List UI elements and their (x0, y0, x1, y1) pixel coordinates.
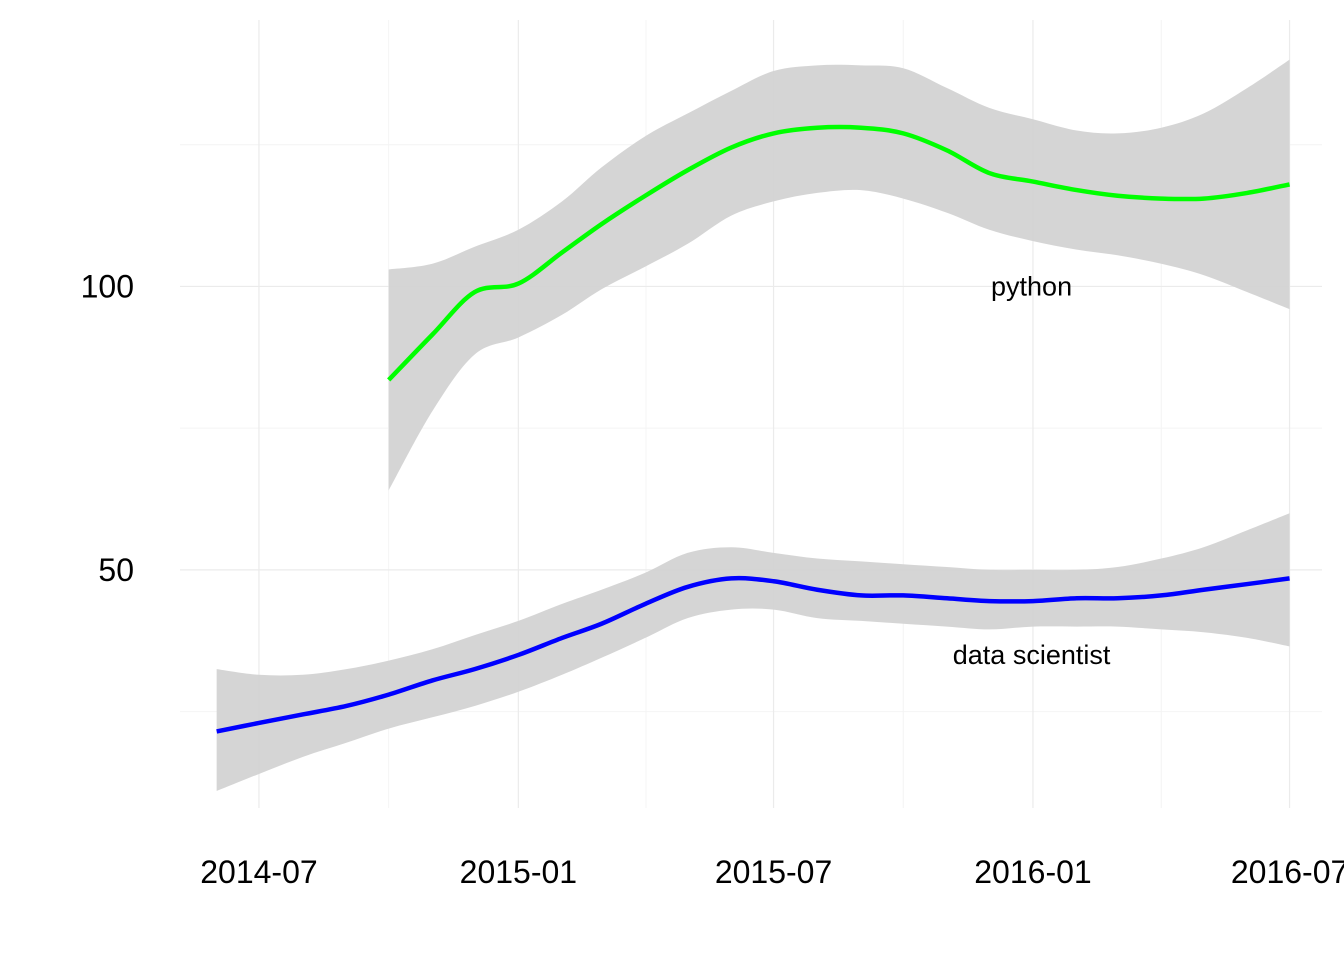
series-annotation-label: data scientist (953, 640, 1111, 670)
series-annotation-label: python (991, 271, 1072, 301)
data-scientist-trend-line (216, 575, 1290, 734)
x-tick-label: 2014-07 (200, 854, 317, 890)
python-confidence-band (388, 59, 1290, 491)
x-tick-label: 2015-07 (715, 854, 832, 890)
python-trend-line (387, 124, 1291, 382)
y-tick-label: 100 (81, 268, 134, 304)
series-annotations: python data scientist (953, 271, 1111, 669)
confidence-ribbons (216, 59, 1290, 791)
x-tick-label: 2016-07 (1231, 854, 1344, 890)
series-lines (216, 124, 1291, 734)
x-tick-label: 2015-01 (460, 854, 577, 890)
data-scientist-confidence-band (216, 513, 1290, 791)
x-axis-ticks: 2014-07 2015-01 2015-07 2016-01 2016-07 (200, 854, 1344, 890)
x-tick-label: 2016-01 (974, 854, 1091, 890)
y-axis-ticks: 50 100 (81, 268, 134, 587)
y-tick-label: 50 (98, 552, 134, 588)
